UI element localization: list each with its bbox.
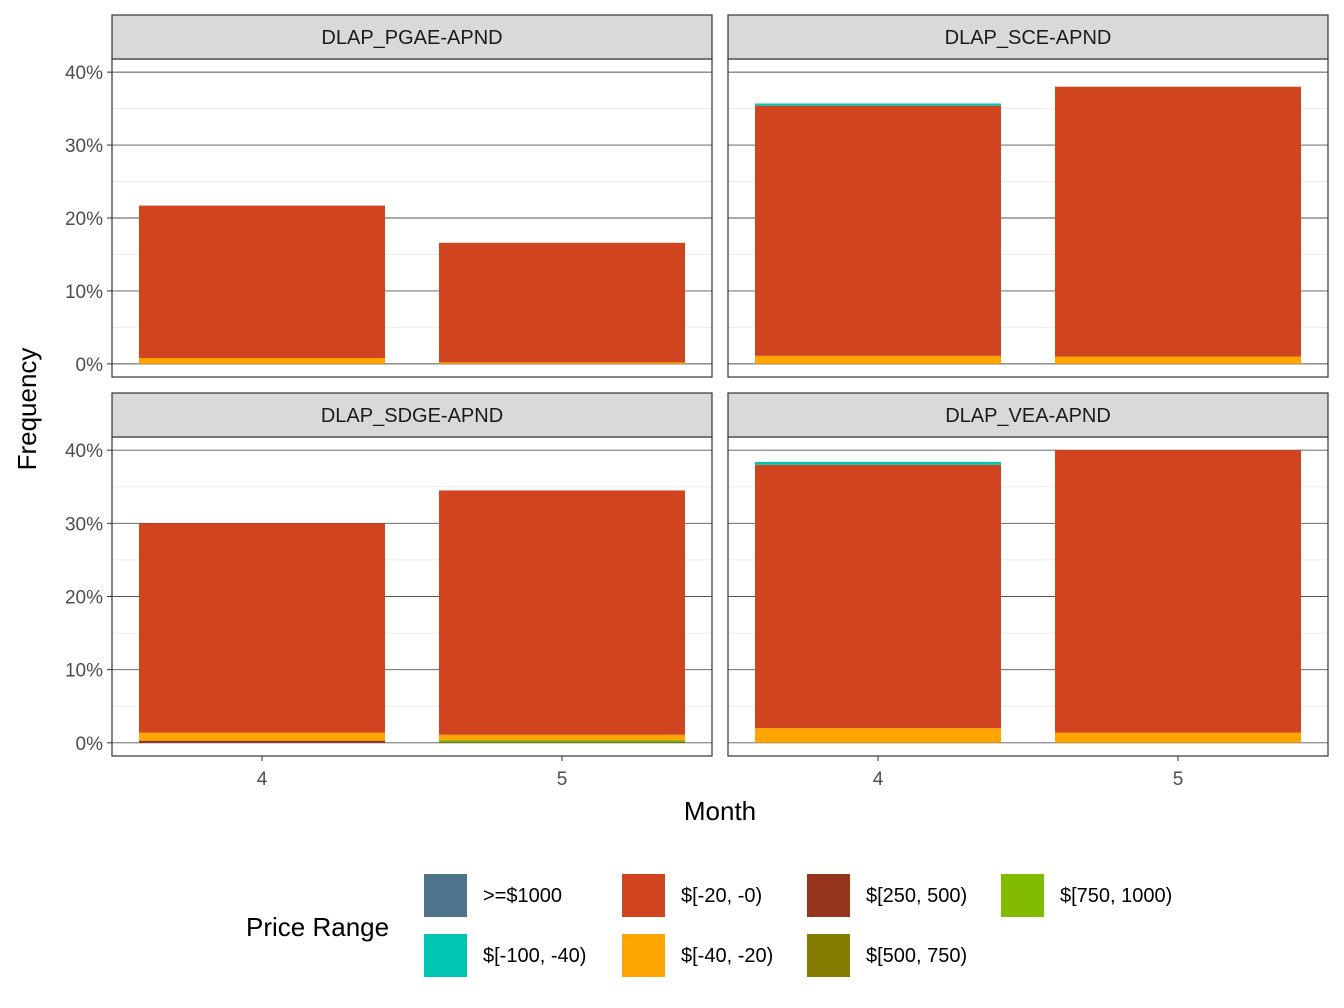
y-tick-label: 20% [65, 588, 103, 609]
bar-segment [755, 461, 1001, 465]
facet-dlap-sdge-apnd: DLAP_SDGE-APND 0% 10% 20% 30% 40% 4 5 [65, 392, 713, 790]
legend-label: >=$1000 [483, 885, 562, 907]
legend-swatch [424, 934, 467, 977]
legend-label: $[500, 750) [866, 945, 967, 967]
bar-segment [755, 355, 1001, 364]
y-tick-label: 30% [65, 514, 103, 535]
legend-item: $[-100, -40) [424, 934, 586, 977]
legend-item: $[-40, -20) [622, 934, 773, 977]
legend-swatch [807, 874, 850, 917]
x-tick-label: 5 [557, 769, 568, 790]
bar-segment [1055, 356, 1301, 364]
legend-label: $[750, 1000) [1060, 885, 1172, 907]
bar-segment [1055, 86, 1301, 357]
y-tick-label: 30% [65, 136, 103, 157]
legend-label: $[-20, -0) [681, 885, 762, 907]
bar-segment [1055, 450, 1301, 733]
facet-strip [111, 392, 713, 438]
x-tick-label: 4 [873, 769, 884, 790]
facet-dlap-vea-apnd: DLAP_VEA-APND 4 5 [727, 392, 1329, 790]
legend: >=$1000 $[-100, -40) $[-20, -0) $[-40, -20)… [424, 874, 1172, 977]
legend-item: $[250, 500) [807, 874, 967, 917]
legend-label: $[-100, -40) [483, 945, 586, 967]
legend-item: $[750, 1000) [1001, 874, 1172, 917]
x-tick-label: 4 [257, 769, 268, 790]
bar-segment [139, 523, 385, 733]
facet-strip-label: DLAP_SCE-APND [945, 27, 1112, 49]
facet-strip-label: DLAP_VEA-APND [945, 405, 1111, 427]
facet-dlap-sce-apnd: DLAP_SCE-APND [727, 14, 1329, 378]
legend-item: >=$1000 [424, 874, 562, 917]
bar-segment [139, 732, 385, 741]
facet-strip-label: DLAP_PGAE-APND [321, 27, 502, 49]
bar-segment [755, 728, 1001, 743]
legend-label: $[-40, -20) [681, 945, 773, 967]
bar-segment [139, 358, 385, 364]
bar-segment [139, 205, 385, 359]
legend-swatch [622, 874, 665, 917]
legend-swatch [424, 874, 467, 917]
facet-panels: DLAP_PGAE-APND0%10%20%30%40%DLAP_SCE-APN… [65, 14, 1329, 790]
bar-segment [439, 362, 685, 364]
facet-strip [727, 14, 1329, 60]
legend-swatch [1001, 874, 1044, 917]
legend-swatch [807, 934, 850, 977]
y-tick-label: 10% [65, 282, 103, 303]
facet-dlap-pgae-apnd: DLAP_PGAE-APND 0% 10% 20% 30% 40% [65, 14, 713, 378]
bar-segment [755, 464, 1001, 729]
legend-label: $[250, 500) [866, 885, 967, 907]
legend-title: Price Range [246, 912, 389, 942]
y-tick-label: 0% [76, 734, 104, 755]
y-axis-title: Frequency [12, 348, 42, 471]
facet-strip [727, 392, 1329, 438]
x-axis-title: Month [684, 796, 756, 826]
bar-segment [755, 105, 1001, 356]
y-tick-label: 0% [76, 355, 104, 376]
y-tick-label: 10% [65, 661, 103, 682]
facet-strip-label: DLAP_SDGE-APND [321, 405, 503, 427]
bar-segment [439, 739, 685, 742]
bar-segment [755, 103, 1001, 106]
legend-item: $[-20, -0) [622, 874, 762, 917]
bar-segment [439, 490, 685, 735]
y-tick-label: 40% [65, 441, 103, 462]
x-tick-label: 5 [1173, 769, 1184, 790]
bar-segment [439, 734, 685, 740]
bar-segment [439, 741, 685, 743]
facet-strip [111, 14, 713, 60]
y-tick-label: 40% [65, 63, 103, 84]
bar-segment [139, 740, 385, 743]
legend-item: $[500, 750) [807, 934, 967, 977]
y-tick-label: 20% [65, 209, 103, 230]
bar-segment [439, 242, 685, 363]
legend-swatch [622, 934, 665, 977]
bar-segment [1055, 732, 1301, 743]
